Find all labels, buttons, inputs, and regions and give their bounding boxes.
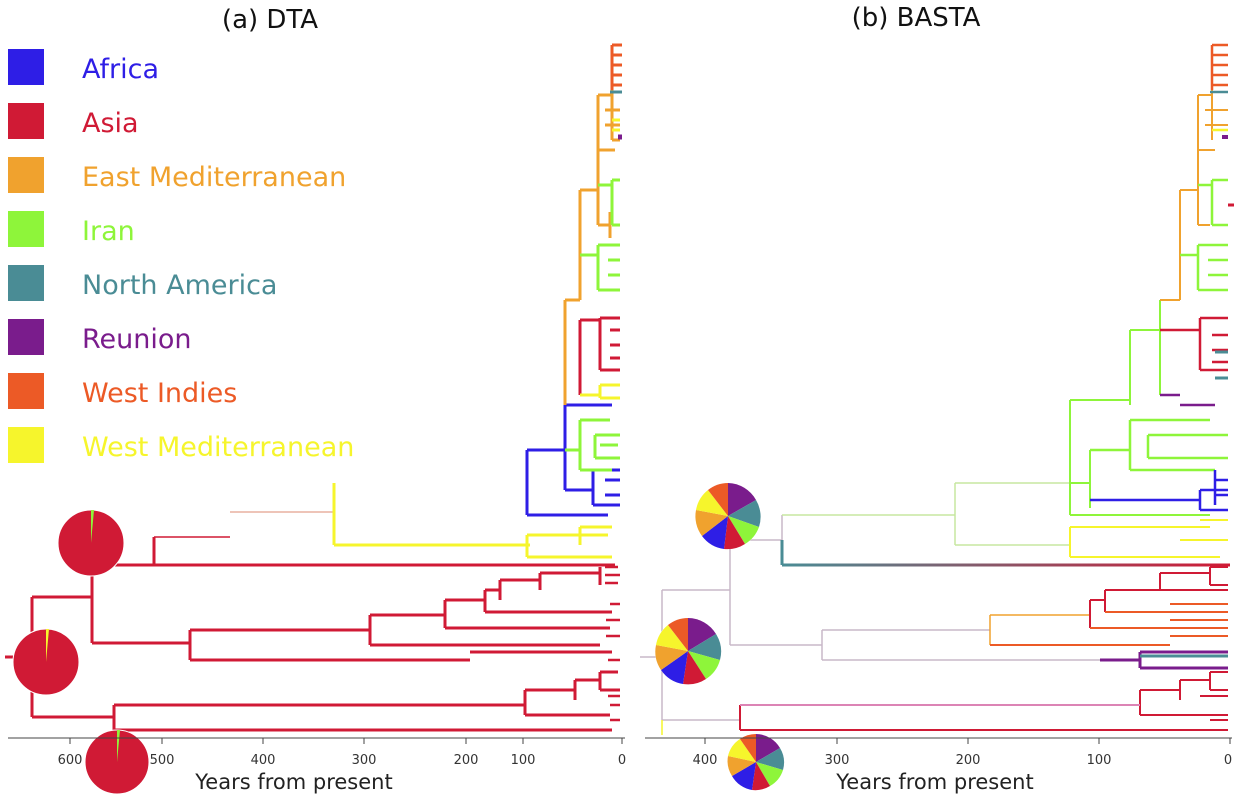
tick-a-500: 500 — [150, 753, 175, 768]
node-pie-b2 — [655, 618, 722, 685]
legend: Africa Asia East Mediterranean Iran Nort… — [8, 49, 354, 463]
panel-a-axis: 600 500 400 300 200 100 0 Years from pre… — [8, 737, 626, 794]
tick-b-300: 300 — [825, 753, 850, 768]
legend-swatch-reunion — [8, 319, 44, 355]
legend-label-iran: Iran — [82, 216, 135, 247]
legend-swatch-east-mediterranean — [8, 157, 44, 193]
tick-a-600: 600 — [58, 753, 83, 768]
legend-label-east-mediterranean: East Mediterranean — [82, 162, 346, 193]
panel-a-title: (a) DTA — [222, 5, 318, 35]
legend-swatch-west-mediterranean — [8, 427, 44, 463]
panel-a-xlabel: Years from present — [194, 770, 392, 794]
tick-b-0: 0 — [1224, 753, 1232, 768]
panel-b-tree — [640, 43, 1234, 791]
tick-b-200: 200 — [956, 753, 981, 768]
legend-swatch-iran — [8, 211, 44, 247]
node-pie-root-b — [695, 483, 761, 550]
panel-a-tree — [5, 43, 622, 795]
legend-swatch-africa — [8, 49, 44, 85]
tick-a-300: 300 — [352, 753, 377, 768]
panel-b-axis: 400 300 200 100 0 Years from present — [645, 737, 1232, 794]
legend-label-north-america: North America — [82, 270, 277, 301]
legend-label-asia: Asia — [82, 108, 139, 139]
tick-a-100: 100 — [511, 753, 536, 768]
tick-a-400: 400 — [251, 753, 276, 768]
panel-b-title: (b) BASTA — [852, 3, 981, 33]
tick-b-100: 100 — [1087, 753, 1112, 768]
tick-b-400: 400 — [693, 753, 718, 768]
tick-a-0: 0 — [618, 753, 626, 768]
legend-swatch-asia — [8, 103, 44, 139]
node-pie-b3 — [727, 734, 785, 791]
tick-a-200: 200 — [454, 753, 479, 768]
legend-label-west-mediterranean: West Mediterranean — [82, 432, 354, 463]
legend-label-west-indies: West Indies — [82, 378, 237, 409]
legend-swatch-north-america — [8, 265, 44, 301]
legend-swatch-west-indies — [8, 373, 44, 409]
legend-label-reunion: Reunion — [82, 324, 192, 355]
legend-label-africa: Africa — [82, 54, 159, 85]
panel-b-xlabel: Years from present — [835, 770, 1033, 794]
